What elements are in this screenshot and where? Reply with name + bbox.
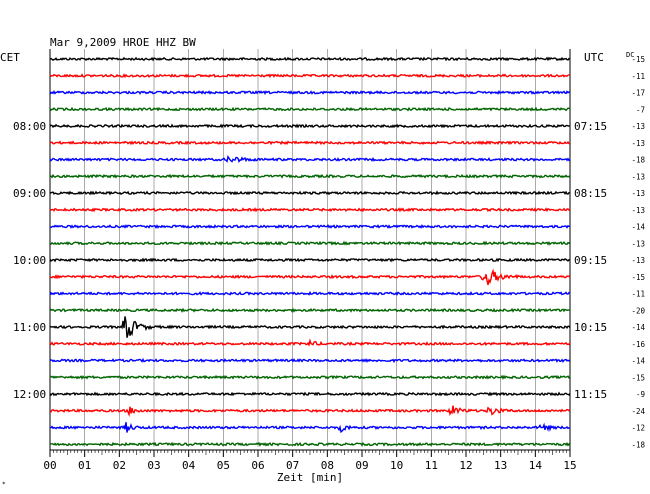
right-time-label: 09:15 — [574, 254, 607, 267]
trace-22 — [49, 422, 571, 434]
traces — [49, 56, 571, 447]
right-time-label: 10:15 — [574, 321, 607, 334]
dc-offset-label: -13 — [631, 172, 645, 181]
dc-offset-label: -13 — [631, 122, 645, 131]
plot-title: Mar 9,2009 HROE HHZ BW — [50, 36, 196, 49]
x-tick-label: 07 — [286, 459, 299, 472]
x-tick-label: 02 — [113, 459, 126, 472]
left-timezone-label: CET — [0, 51, 20, 64]
dc-offset-label: -17 — [631, 89, 645, 98]
trace-2 — [49, 89, 571, 96]
x-tick-label: 14 — [529, 459, 543, 472]
trace-15 — [49, 307, 571, 313]
right-time-labels: 07:15 08:15 09:15 10:15 11:15 — [574, 120, 607, 401]
left-time-label: 09:00 — [13, 187, 46, 200]
dc-offset-label: -13 — [631, 139, 645, 148]
left-time-label: 11:00 — [13, 321, 46, 334]
trace-16 — [49, 316, 571, 338]
corner-mark: * — [2, 481, 6, 488]
right-time-label: 07:15 — [574, 120, 607, 133]
trace-6 — [49, 155, 571, 163]
trace-14 — [49, 290, 571, 296]
trace-23 — [49, 441, 571, 447]
x-tick-label: 11 — [425, 459, 438, 472]
trace-4 — [49, 123, 571, 129]
trace-13 — [49, 268, 571, 285]
dc-offset-label: -14 — [631, 223, 645, 232]
trace-17 — [49, 338, 571, 347]
left-time-label: 08:00 — [13, 120, 46, 133]
dc-offset-label: -24 — [631, 407, 645, 416]
x-tick-label: 04 — [182, 459, 196, 472]
x-tick-label: 10 — [390, 459, 403, 472]
dc-header-label: DC — [626, 51, 634, 59]
left-time-label: 12:00 — [13, 388, 46, 401]
dc-offset-label: -15 — [631, 373, 645, 382]
trace-21 — [49, 405, 571, 418]
dc-offset-label: -12 — [631, 424, 645, 433]
trace-9 — [49, 207, 571, 213]
x-axis: 00 01 02 03 04 05 06 07 08 09 10 11 12 13 14 15 — [43, 449, 577, 472]
trace-3 — [49, 106, 571, 112]
dc-offset-label: -13 — [631, 239, 645, 248]
dc-offset-label: -15 — [631, 55, 645, 64]
x-tick-label: 09 — [355, 459, 368, 472]
trace-8 — [49, 190, 571, 196]
dc-offset-label: -14 — [631, 357, 645, 366]
dc-offset-label: -20 — [631, 306, 645, 315]
dc-offset-label: -15 — [631, 273, 645, 282]
trace-18 — [49, 357, 571, 364]
dc-offset-label: -13 — [631, 206, 645, 215]
right-time-label: 11:15 — [574, 388, 607, 401]
x-tick-label: 06 — [251, 459, 264, 472]
x-tick-label: 00 — [43, 459, 56, 472]
trace-11 — [49, 240, 571, 246]
dc-offset-label: -13 — [631, 189, 645, 198]
left-time-labels: 08:00 09:00 10:00 11:00 12:00 — [13, 120, 46, 401]
trace-5 — [49, 140, 571, 146]
x-tick-label: 01 — [78, 459, 91, 472]
dc-offset-label: -11 — [631, 290, 645, 299]
dc-offset-label: -11 — [631, 72, 645, 81]
trace-19 — [49, 374, 571, 381]
dc-offset-label: -18 — [631, 440, 645, 449]
dc-offset-label: -14 — [631, 323, 645, 332]
dc-offset-label: -7 — [636, 105, 645, 114]
x-tick-label: 15 — [563, 459, 576, 472]
left-time-label: 10:00 — [13, 254, 46, 267]
trace-0 — [49, 56, 571, 62]
x-tick-label: 03 — [147, 459, 160, 472]
dc-offset-label: -13 — [631, 256, 645, 265]
trace-20 — [49, 391, 571, 397]
x-tick-label: 13 — [494, 459, 507, 472]
minute-grid — [49, 49, 571, 450]
dc-offset-labels: -15 -11 -17 -7 -13 -13 -18 -13 -13 -13 -14 -13 -13 -1… — [631, 55, 645, 449]
trace-1 — [49, 73, 571, 79]
trace-10 — [50, 224, 571, 230]
x-tick-label: 12 — [459, 459, 472, 472]
x-tick-label: 08 — [321, 459, 334, 472]
right-timezone-label: UTC — [584, 51, 604, 64]
x-axis-label: Zeit [min] — [277, 471, 343, 484]
x-tick-label: 05 — [217, 459, 230, 472]
dc-offset-label: -16 — [631, 340, 645, 349]
trace-12 — [49, 257, 571, 263]
trace-7 — [49, 173, 571, 179]
right-time-label: 08:15 — [574, 187, 607, 200]
dc-offset-label: -9 — [636, 390, 645, 399]
dc-offset-label: -18 — [631, 156, 645, 165]
